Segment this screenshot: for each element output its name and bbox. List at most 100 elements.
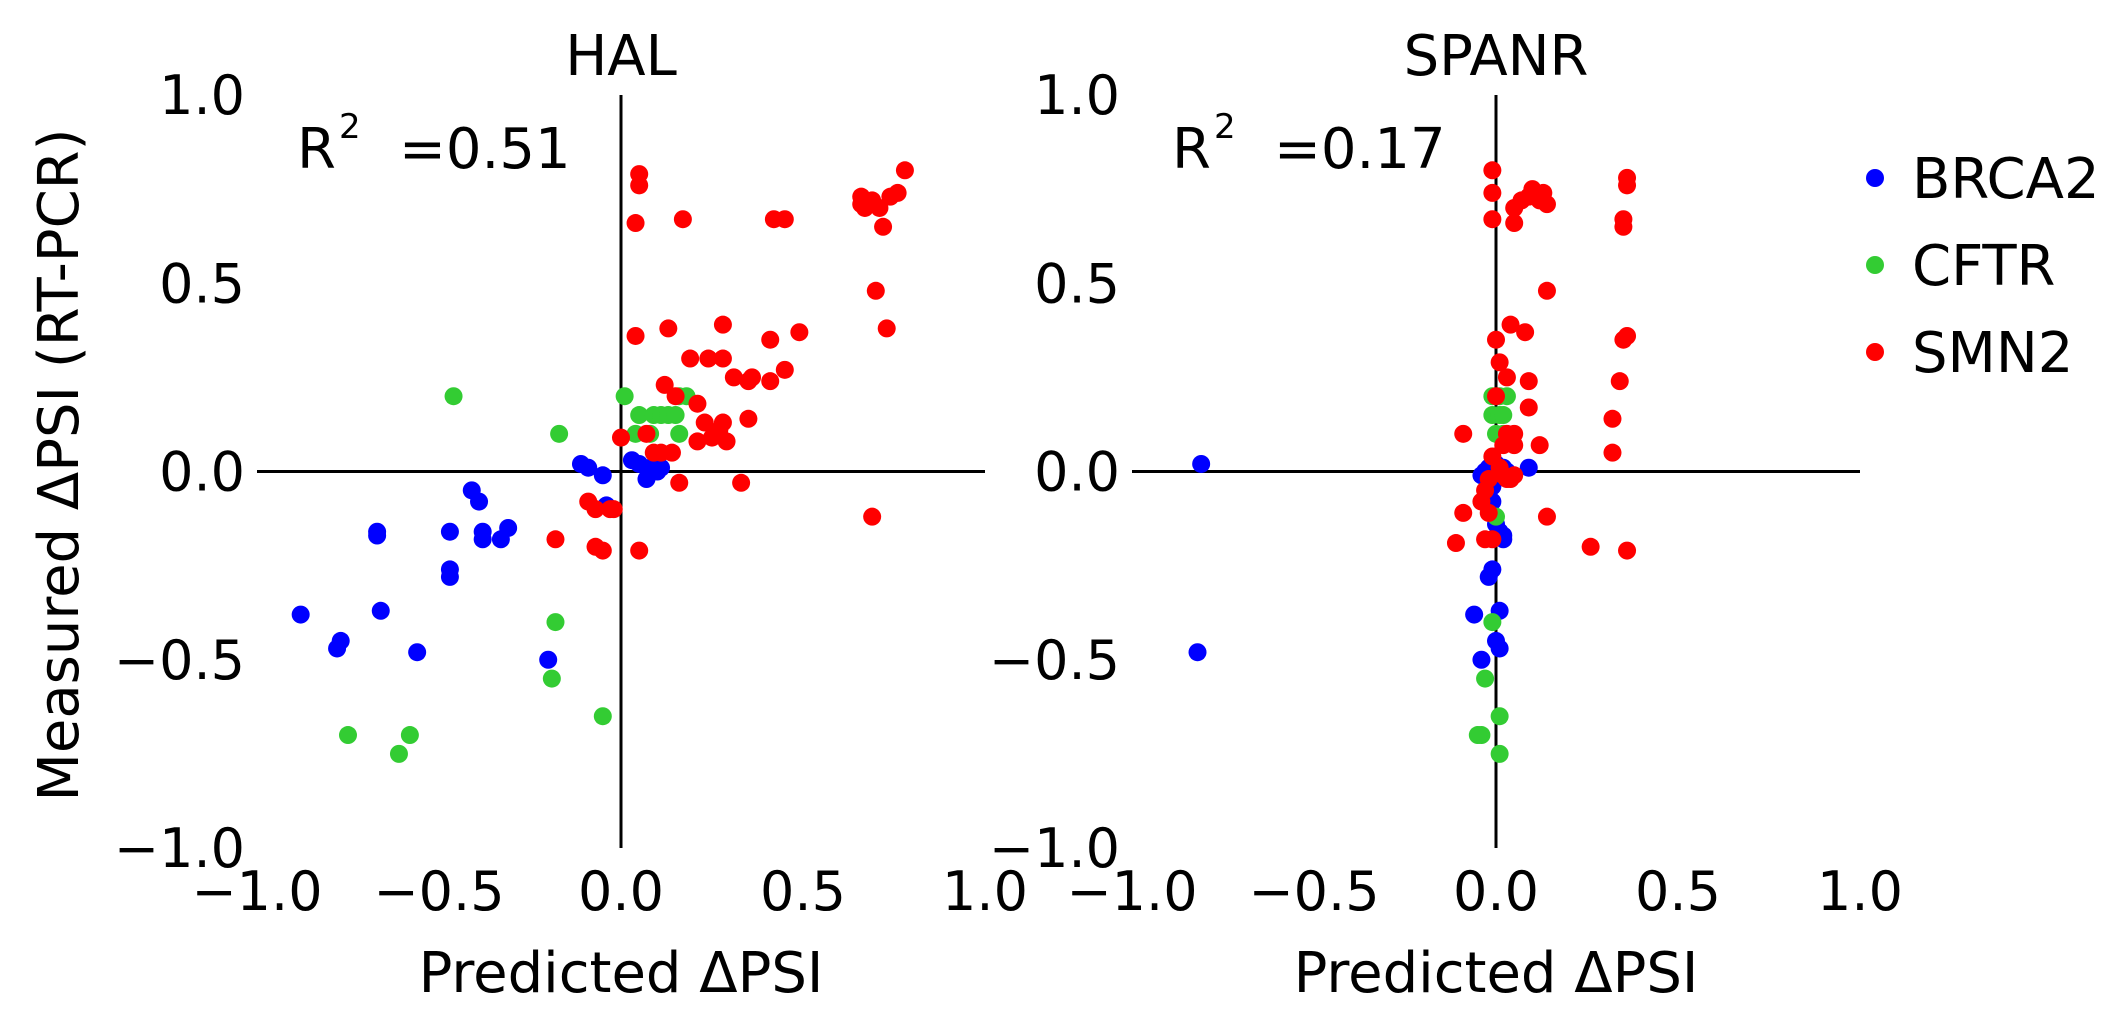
point-brca2 bbox=[652, 458, 671, 477]
point-smn2 bbox=[681, 349, 700, 368]
point-cftr bbox=[550, 424, 569, 443]
point-brca2 bbox=[440, 567, 459, 586]
point-smn2 bbox=[688, 432, 707, 451]
point-smn2 bbox=[1454, 424, 1473, 443]
y-tick-label: 0.0 bbox=[1034, 441, 1120, 504]
point-smn2 bbox=[895, 161, 914, 180]
point-brca2 bbox=[368, 526, 387, 545]
point-smn2 bbox=[743, 368, 762, 387]
point-smn2 bbox=[1581, 537, 1600, 556]
point-smn2 bbox=[874, 217, 893, 236]
point-smn2 bbox=[1479, 503, 1498, 522]
point-smn2 bbox=[1516, 323, 1535, 342]
point-brca2 bbox=[1490, 639, 1509, 658]
point-smn2 bbox=[1483, 210, 1502, 229]
point-smn2 bbox=[1487, 387, 1505, 406]
point-smn2 bbox=[1537, 507, 1556, 526]
point-smn2 bbox=[761, 372, 780, 391]
point-smn2 bbox=[630, 541, 649, 560]
y-tick-label: 0.5 bbox=[1034, 252, 1120, 315]
point-smn2 bbox=[877, 319, 896, 338]
point-smn2 bbox=[1614, 330, 1633, 349]
point-cftr bbox=[400, 726, 419, 745]
y-tick-label: −1.0 bbox=[989, 817, 1120, 880]
panel-spanr: SPANR −1.0 −0.5 0.0 0.5 1.0 1.0 0.5 0.0 −0.5 −1.0 P… bbox=[989, 24, 1903, 1006]
x-axis-label: Predicted ΔPSI bbox=[1294, 941, 1699, 1006]
point-smn2 bbox=[1530, 436, 1549, 455]
point-smn2 bbox=[699, 349, 718, 368]
point-smn2 bbox=[1537, 195, 1556, 214]
x-tick-label: 1.0 bbox=[942, 860, 1028, 923]
r2-label: R bbox=[1172, 117, 1211, 182]
point-brca2 bbox=[1192, 454, 1211, 473]
point-smn2 bbox=[888, 183, 907, 202]
point-smn2 bbox=[775, 360, 794, 379]
point-smn2 bbox=[604, 500, 623, 519]
point-cftr bbox=[1490, 707, 1509, 726]
x-axis-label: Predicted ΔPSI bbox=[419, 941, 824, 1006]
point-smn2 bbox=[1446, 534, 1465, 553]
point-smn2 bbox=[1490, 353, 1509, 372]
point-smn2 bbox=[1501, 315, 1520, 334]
point-smn2 bbox=[1519, 372, 1538, 391]
point-smn2 bbox=[655, 375, 674, 394]
y-tick-label: 1.0 bbox=[1034, 64, 1120, 127]
point-smn2 bbox=[761, 330, 780, 349]
point-smn2 bbox=[644, 443, 663, 462]
panel-hal: HAL −1.0 −0.5 0.0 0.5 1.0 1.0 0.5 0.0 −0.5 −1.0 Pre… bbox=[114, 24, 1028, 1006]
point-cftr bbox=[1468, 726, 1487, 745]
point-brca2 bbox=[579, 458, 598, 477]
legend-label-brca2: BRCA2 bbox=[1912, 147, 2100, 212]
legend-label-smn2: SMN2 bbox=[1912, 321, 2073, 386]
point-smn2 bbox=[1505, 436, 1524, 455]
point-cftr bbox=[1476, 669, 1495, 688]
point-smn2 bbox=[1603, 443, 1622, 462]
point-smn2 bbox=[673, 210, 692, 229]
point-smn2 bbox=[630, 176, 649, 195]
y-tick-label: 0.0 bbox=[159, 441, 245, 504]
x-tick-label: −1.0 bbox=[191, 860, 322, 923]
point-brca2 bbox=[1465, 605, 1484, 624]
point-cftr bbox=[1494, 406, 1513, 425]
point-brca2 bbox=[1479, 567, 1498, 586]
x-tick-label: −1.0 bbox=[1066, 860, 1197, 923]
point-smn2 bbox=[775, 210, 794, 229]
point-smn2 bbox=[695, 413, 714, 432]
point-brca2 bbox=[473, 530, 492, 549]
point-brca2 bbox=[1188, 643, 1207, 662]
point-smn2 bbox=[1483, 183, 1502, 202]
point-cftr bbox=[542, 669, 561, 688]
point-smn2 bbox=[863, 507, 882, 526]
x-tick-label: 0.0 bbox=[1453, 860, 1539, 923]
point-smn2 bbox=[626, 326, 645, 345]
point-smn2 bbox=[1618, 176, 1637, 195]
point-smn2 bbox=[1537, 281, 1556, 300]
point-cftr bbox=[630, 406, 649, 425]
r2-value: =0.17 bbox=[1274, 117, 1446, 182]
point-cftr bbox=[546, 613, 565, 632]
point-brca2 bbox=[440, 522, 459, 541]
x-tick-label: 0.5 bbox=[760, 860, 846, 923]
point-smn2 bbox=[1497, 368, 1516, 387]
y-tick-label: −1.0 bbox=[114, 817, 245, 880]
point-brca2 bbox=[371, 601, 390, 620]
point-smn2 bbox=[724, 368, 743, 387]
point-smn2 bbox=[713, 413, 732, 432]
point-brca2 bbox=[470, 492, 489, 511]
legend: BRCA2 CFTR SMN2 bbox=[1866, 147, 2100, 386]
point-cftr bbox=[389, 744, 408, 763]
point-smn2 bbox=[1610, 372, 1629, 391]
point-brca2 bbox=[331, 631, 350, 650]
point-smn2 bbox=[1476, 530, 1495, 549]
point-smn2 bbox=[688, 394, 707, 413]
point-smn2 bbox=[1505, 214, 1524, 233]
point-smn2 bbox=[870, 198, 889, 217]
point-smn2 bbox=[732, 473, 751, 492]
point-smn2 bbox=[546, 530, 565, 549]
point-cftr bbox=[1490, 744, 1509, 763]
r2-superscript: 2 bbox=[1214, 107, 1236, 147]
point-smn2 bbox=[1483, 447, 1502, 466]
point-brca2 bbox=[408, 643, 427, 662]
point-brca2 bbox=[1519, 458, 1538, 477]
